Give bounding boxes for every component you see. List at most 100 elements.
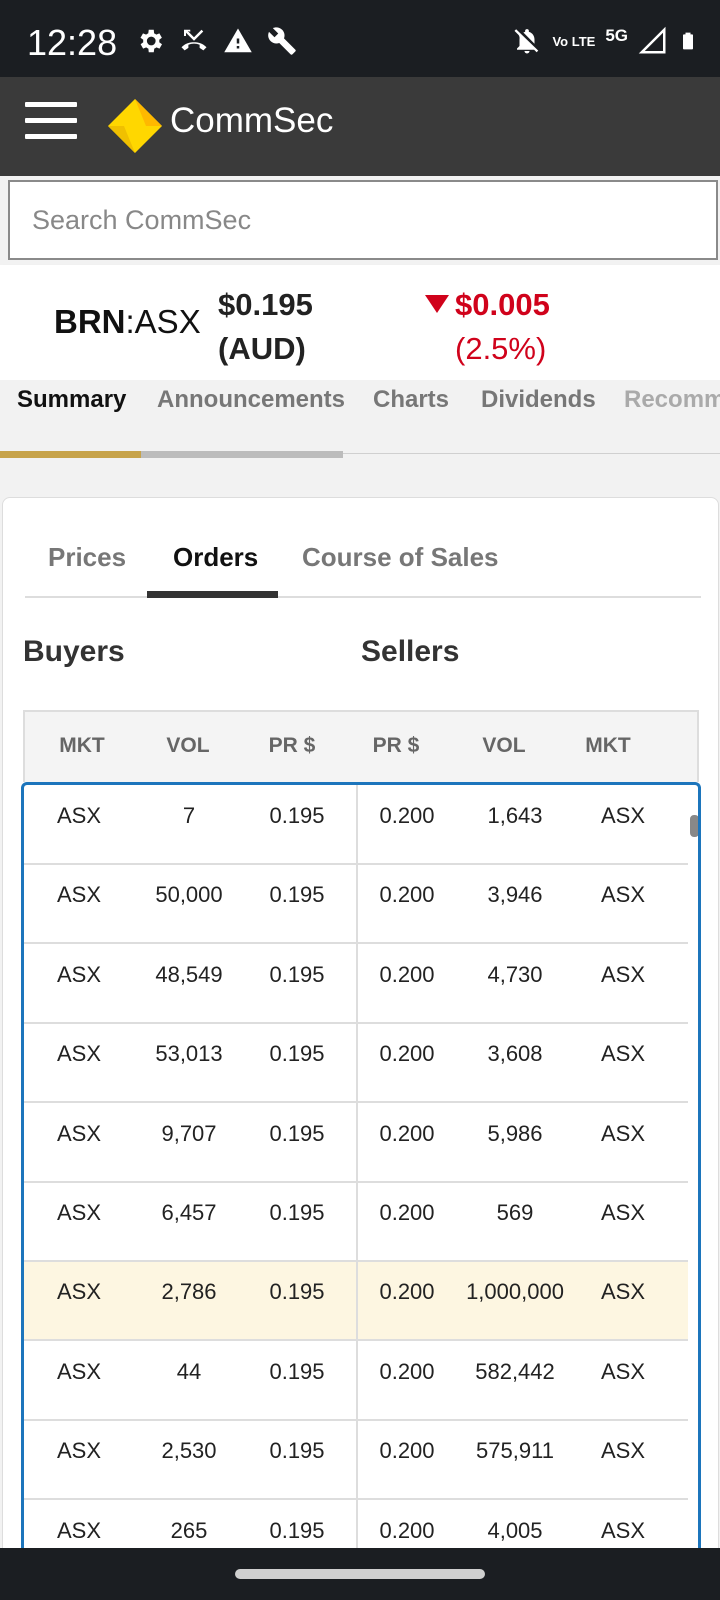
cell-buy-mkt: ASX [56,1438,102,1464]
row-divider [356,1181,358,1260]
cell-sell-mkt: ASX [600,803,646,828]
cell-buy-price: 0.195 [269,1517,325,1543]
cell-sell-price: 0.200 [379,961,435,987]
battery-icon [683,32,693,50]
cell-buy-price: 0.195 [269,1358,325,1384]
cell-buy-vol: 2,530 [161,1438,217,1464]
table-row[interactable]: ASX 2,786 0.195 0.200 1,000,000 ASX [24,1260,688,1342]
row-divider [356,1419,358,1499]
cell-sell-vol: 4,005 [487,1517,543,1543]
missed-call-icon [181,29,207,51]
price-change: $0.005 [455,287,550,322]
table-row[interactable]: ASX 7 0.195 0.200 1,643 ASX [24,785,688,865]
wrench-icon [268,27,296,55]
tab-recommendations[interactable]: Recomm [624,386,720,413]
cell-sell-price: 0.200 [379,1279,435,1305]
change-block: $0.005 [425,283,550,327]
cell-sell-mkt: ASX [600,1279,646,1305]
cell-sell-vol: 5,986 [487,1120,543,1146]
warning-icon [224,28,252,53]
cell-sell-mkt: ASX [600,1200,646,1225]
sellers-heading: Sellers [361,635,460,668]
cell-buy-price: 0.195 [269,1041,325,1067]
subtab-orders[interactable]: Orders [173,542,259,572]
subtab-prices[interactable]: Prices [48,542,127,572]
cell-buy-vol: 44 [176,1358,202,1384]
cell-sell-price: 0.200 [379,1200,435,1225]
cell-buy-mkt: ASX [56,1517,102,1543]
ticker: BRN [54,303,126,340]
bell-off-icon [514,29,539,54]
table-row[interactable]: ASX 6,457 0.195 0.200 569 ASX [24,1181,688,1262]
row-divider [356,942,358,1022]
cell-sell-price: 0.200 [379,803,435,828]
signal-icon [638,26,666,54]
menu-icon[interactable] [25,102,77,142]
table-row[interactable]: ASX 50,000 0.195 0.200 3,946 ASX [24,863,688,945]
cell-buy-vol: 7 [182,803,196,828]
down-arrow-icon [425,295,449,313]
volte-icon: Vo LTE [552,33,596,49]
tab-track [0,453,720,454]
cell-buy-mkt: ASX [56,1200,102,1225]
cell-sell-vol: 575,911 [476,1438,554,1464]
cell-buy-price: 0.195 [269,803,325,828]
row-divider [356,1260,358,1340]
cell-buy-vol: 9,707 [161,1120,217,1146]
cell-sell-price: 0.200 [379,1517,435,1543]
cell-buy-price: 0.195 [269,1120,325,1146]
tab-announcements[interactable]: Announcements [157,386,346,413]
cell-buy-price: 0.195 [269,961,325,987]
search-input[interactable] [10,182,716,258]
cell-sell-mkt: ASX [600,882,646,908]
col-buy-mkt: MKT [59,734,105,757]
depth-table-body[interactable]: ASX 265 0.195 0.200 4,005 ASX ASX 2,530 0.195 0.2… [21,782,701,1600]
cell-buy-vol: 50,000 [155,882,223,908]
tab-scroll-indicator [141,451,343,458]
cell-sell-vol: 3,946 [487,882,543,908]
cell-sell-mkt: ASX [600,1517,646,1543]
price-subtabs: Prices Orders Course of Sales [25,528,701,598]
quote-header: BRN:ASX $0.195 (AUD) $0.005 (2.5%) [0,265,720,380]
row-divider [356,1498,358,1578]
cell-buy-vol: 265 [170,1517,208,1543]
row-divider [356,1022,358,1102]
depth-table-header: MKT VOL PR $ PR $ VOL MKT [23,710,699,782]
cell-sell-vol: 582,442 [475,1358,555,1384]
home-gesture-pill[interactable] [235,1569,485,1579]
cell-buy-mkt: ASX [56,1120,102,1146]
tab-active-indicator [0,451,141,458]
tab-summary[interactable]: Summary [17,386,127,413]
table-row[interactable]: ASX 44 0.195 0.200 582,442 ASX [24,1339,688,1421]
cell-sell-vol: 4,730 [487,961,543,987]
table-row[interactable]: ASX 9,707 0.195 0.200 5,986 ASX [24,1101,688,1183]
col-sell-mkt: MKT [585,734,631,757]
cell-buy-price: 0.195 [269,882,325,908]
cell-buy-price: 0.195 [269,1438,325,1464]
security-code: BRN:ASX [54,303,201,341]
last-price: $0.195 [218,287,313,322]
table-row[interactable]: ASX 48,549 0.195 0.200 4,730 ASX [24,942,688,1024]
table-scrollbar[interactable] [690,815,698,837]
cell-buy-price: 0.195 [269,1200,325,1225]
change-percent: (2.5%) [455,331,547,366]
cell-sell-price: 0.200 [379,1041,435,1067]
table-row[interactable]: ASX 2,530 0.195 0.200 575,911 ASX [24,1419,688,1501]
cell-buy-vol: 53,013 [155,1041,223,1067]
cell-sell-vol: 1,643 [487,803,543,828]
price-block: $0.195 (AUD) [218,283,313,371]
cell-buy-mkt: ASX [56,1041,102,1067]
row-divider [356,1101,358,1181]
cell-buy-mkt: ASX [56,961,102,987]
cell-buy-vol: 6,457 [161,1200,217,1225]
tab-dividends[interactable]: Dividends [481,386,596,413]
cell-sell-vol: 569 [496,1200,534,1225]
row-divider [356,863,358,943]
tab-charts[interactable]: Charts [373,386,450,413]
status-right-icons: Vo LTE 5G [512,26,698,56]
status-left-icons [135,26,297,56]
table-row[interactable]: ASX 53,013 0.195 0.200 3,608 ASX [24,1022,688,1104]
subtab-course-of-sales[interactable]: Course of Sales [302,542,499,572]
row-divider [356,1339,358,1419]
commsec-logo [108,99,162,153]
